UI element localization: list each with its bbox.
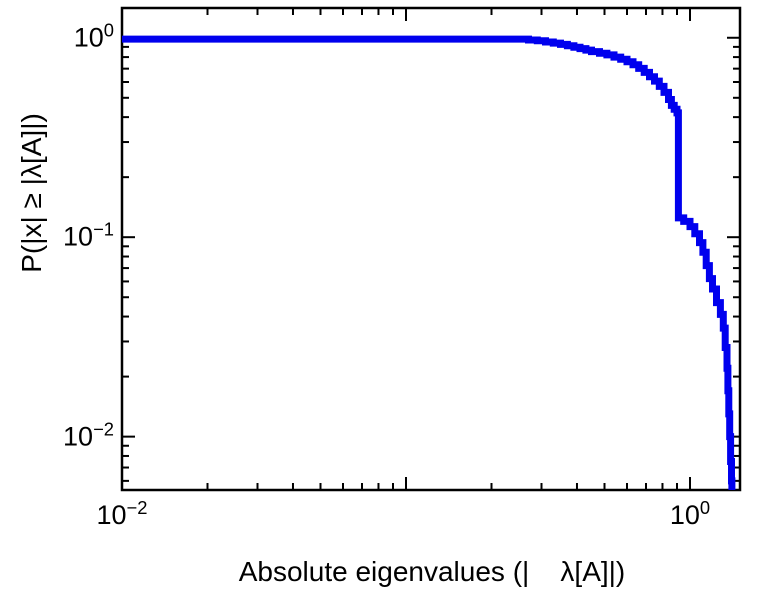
x-tick-label: 100 (669, 497, 711, 530)
y-tick-label: 10−1 (63, 218, 114, 252)
y-tick-label: 10−2 (63, 418, 114, 452)
y-tick-label: 100 (73, 19, 114, 53)
x-axis-title: Absolute eigenvalues (| λ[A]|) (238, 556, 626, 587)
x-tick-label: 10−2 (96, 497, 148, 530)
plot-frame (120, 6, 742, 492)
ccdf-curve (122, 35, 736, 490)
y-axis-title: P(|x| ≥ |λ[A]|) (16, 113, 47, 273)
